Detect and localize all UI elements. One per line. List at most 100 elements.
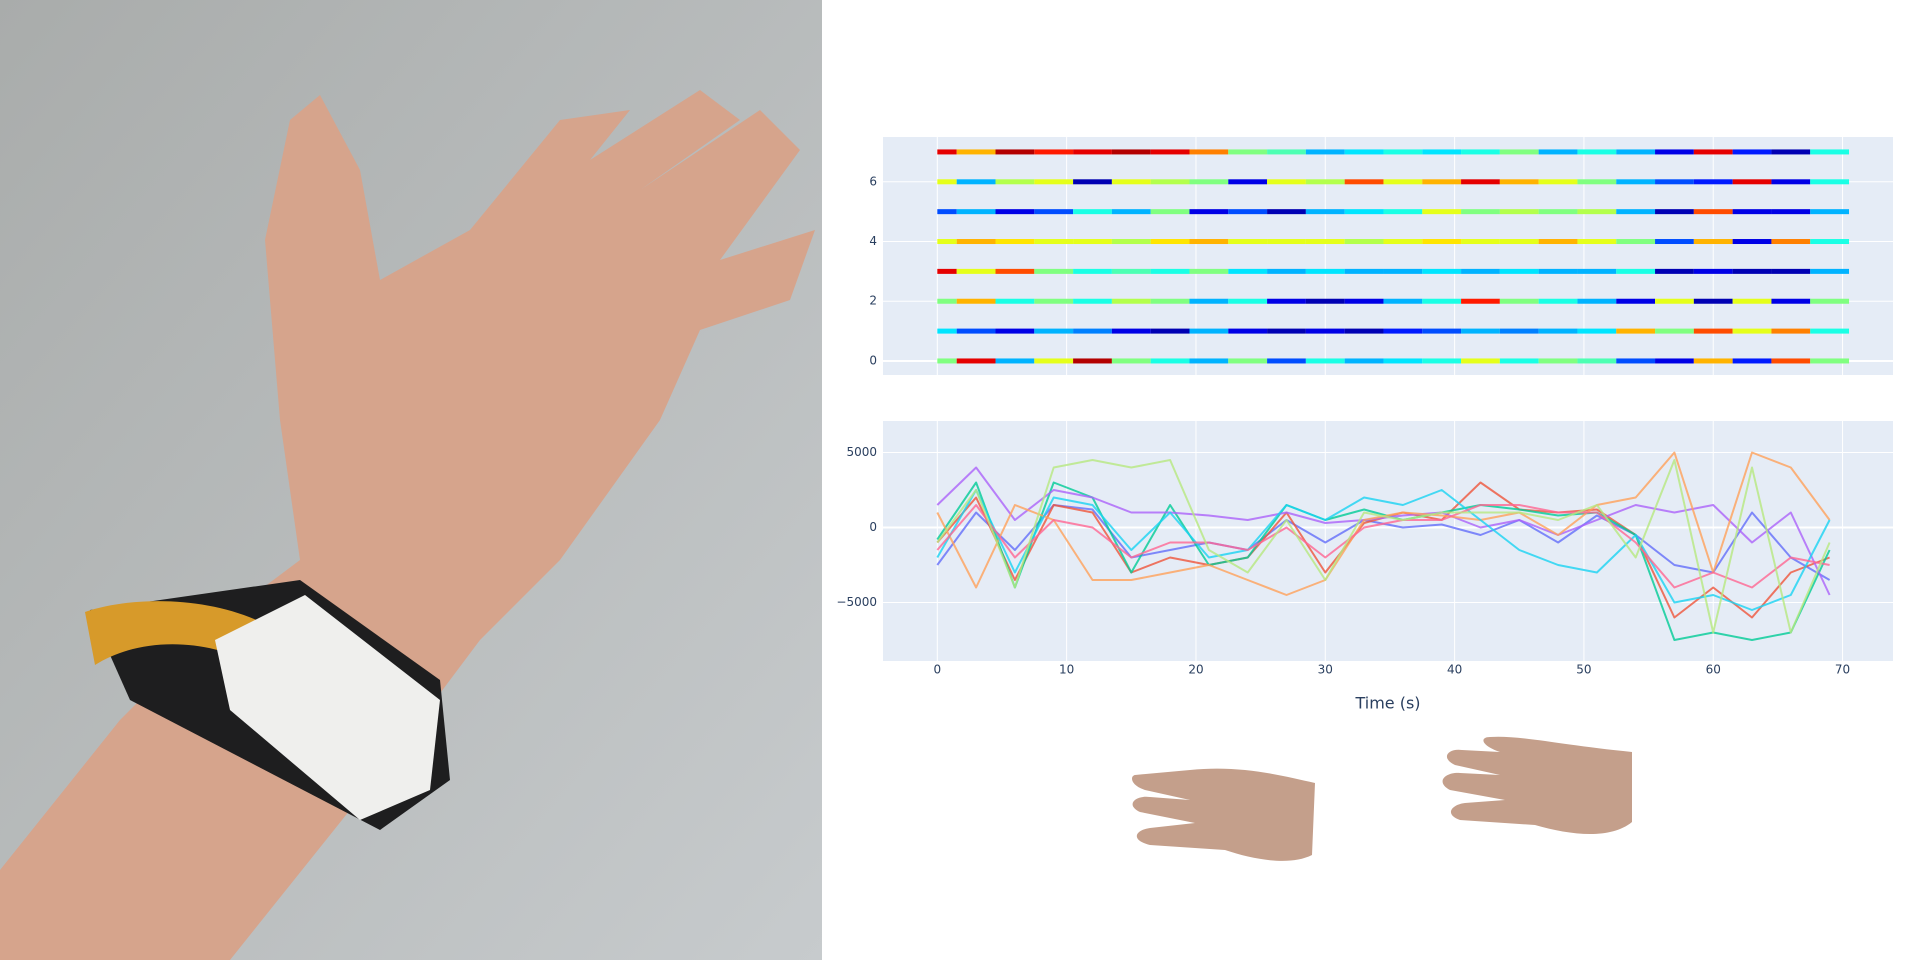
heat-cell xyxy=(1577,239,1617,245)
heat-cell xyxy=(1150,358,1190,364)
heat-cell xyxy=(1034,328,1074,334)
heat-cell xyxy=(1538,328,1578,334)
heat-cell xyxy=(1344,268,1384,274)
chart: 0 10 20 30 40 50 60 70 −5000 0 5000 xyxy=(836,421,1893,677)
heat-cell xyxy=(1073,179,1112,185)
heat-cell xyxy=(1771,358,1811,364)
heat-cell xyxy=(995,298,1035,304)
heat-cell xyxy=(1499,358,1539,364)
heat-cell xyxy=(1461,239,1500,245)
heat-cell xyxy=(1383,298,1423,304)
heat-cell xyxy=(1228,209,1268,215)
heat-cell xyxy=(1577,298,1617,304)
heat-cell xyxy=(1111,358,1151,364)
data-line xyxy=(936,466,1831,596)
heat-cell xyxy=(1267,179,1306,185)
heat-cell xyxy=(956,328,996,334)
hand-render-left xyxy=(1132,768,1315,861)
plot-background xyxy=(883,137,1893,375)
heat-cell xyxy=(1499,239,1539,245)
heat-cell xyxy=(937,209,957,215)
heat-cell xyxy=(1189,149,1229,155)
heat-cell xyxy=(1034,298,1074,304)
heat-cell xyxy=(1267,298,1306,304)
heat-cell xyxy=(1267,239,1306,245)
hand-shape xyxy=(1132,768,1315,861)
heat-cell xyxy=(956,239,996,245)
heat-cell xyxy=(1577,358,1617,364)
heat-cell xyxy=(1267,149,1306,155)
heat-cell xyxy=(1228,268,1268,274)
heat-cell xyxy=(1732,239,1772,245)
heat-cell xyxy=(1771,239,1811,245)
heat-cell xyxy=(1538,239,1578,245)
heat-cell xyxy=(1732,209,1772,215)
heat-cell xyxy=(1655,239,1694,245)
hand-render-right xyxy=(1442,736,1632,835)
heat-cell xyxy=(1383,209,1423,215)
heat-cell xyxy=(1538,149,1578,155)
heat-cell xyxy=(1616,179,1656,185)
data-line xyxy=(936,459,1831,634)
heat-cell xyxy=(1073,298,1112,304)
heat-cell xyxy=(1383,239,1423,245)
heat-cell xyxy=(1616,239,1656,245)
heat-cell xyxy=(1034,149,1074,155)
heat-cell xyxy=(1810,239,1850,245)
heat-cell xyxy=(1538,268,1578,274)
heat-cell xyxy=(1111,149,1151,155)
heat-cell xyxy=(1189,268,1229,274)
heat-cell xyxy=(1577,179,1617,185)
heat-cell xyxy=(1693,328,1733,334)
data-line xyxy=(936,504,1830,589)
photo xyxy=(0,0,822,960)
heat-cell xyxy=(1228,239,1268,245)
heat-cell xyxy=(1577,209,1617,215)
hand xyxy=(0,90,815,960)
heat-cell xyxy=(1771,179,1811,185)
heat-cell xyxy=(1150,179,1190,185)
heat-cell xyxy=(1267,268,1306,274)
heat-cell xyxy=(995,328,1035,334)
heat-cell xyxy=(1577,268,1617,274)
heat-cell xyxy=(956,149,996,155)
heat-cell xyxy=(1344,209,1384,215)
heat-cell xyxy=(1810,358,1850,364)
heat-cell xyxy=(1616,268,1656,274)
heat-cell xyxy=(1577,149,1617,155)
heat-cell xyxy=(1305,298,1345,304)
heat-cell xyxy=(1111,209,1151,215)
heat-cell xyxy=(1732,298,1772,304)
heat-cell xyxy=(1344,149,1384,155)
heat-cell xyxy=(1616,209,1656,215)
heat-cell xyxy=(956,209,996,215)
heat-cell xyxy=(1383,149,1423,155)
x-tick-label: 40 xyxy=(1447,663,1462,677)
heat-cell xyxy=(1228,179,1268,185)
x-tick-label: 60 xyxy=(1706,663,1721,677)
x-tick-label: 0 xyxy=(933,663,941,677)
heat-cell xyxy=(1344,239,1384,245)
heat-cell xyxy=(937,298,957,304)
heat-cell xyxy=(956,268,996,274)
heat-cell xyxy=(1189,358,1229,364)
heat-cell xyxy=(1461,298,1500,304)
heat-cell xyxy=(1228,149,1268,155)
heat-cell xyxy=(1655,149,1694,155)
heat-cell xyxy=(1693,179,1733,185)
heat-cell xyxy=(1616,358,1656,364)
heat-cell xyxy=(1655,358,1694,364)
data-line xyxy=(936,481,1831,641)
heat-cell xyxy=(995,268,1035,274)
heat-cell xyxy=(1422,149,1462,155)
heat-cell xyxy=(1344,328,1384,334)
heat-cell xyxy=(1305,149,1345,155)
heat-cell xyxy=(1499,298,1539,304)
heat-cell xyxy=(1616,328,1656,334)
x-tick-label: 10 xyxy=(1059,663,1074,677)
heat-cell xyxy=(1383,328,1423,334)
x-tick-label: 50 xyxy=(1576,663,1591,677)
heat-cell xyxy=(1305,209,1345,215)
heat-cell xyxy=(1189,179,1229,185)
